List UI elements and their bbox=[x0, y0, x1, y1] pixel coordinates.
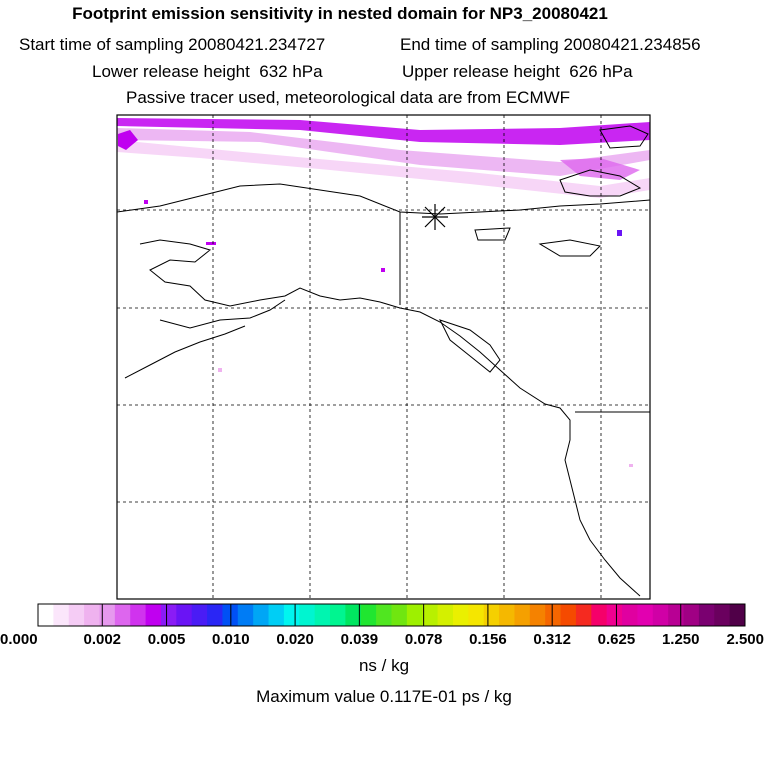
colorbar-swatch bbox=[652, 604, 669, 626]
colorbar-tick-label: 0.000 bbox=[0, 631, 38, 648]
colorbar-swatch bbox=[360, 604, 377, 626]
sensitivity-field bbox=[117, 118, 650, 467]
colorbar-swatch bbox=[391, 604, 408, 626]
colorbar-swatch bbox=[268, 604, 285, 626]
plume-patch-east bbox=[560, 158, 640, 180]
colorbar-swatch bbox=[560, 604, 577, 626]
lower-release-label: Lower release height 632 hPa bbox=[92, 62, 323, 81]
colorbar-swatch bbox=[53, 604, 70, 626]
coastlines bbox=[117, 125, 650, 597]
colorbar-swatch bbox=[545, 604, 562, 626]
plume-spot-b bbox=[381, 268, 385, 272]
colorbar-tick-label: 0.002 bbox=[83, 631, 121, 648]
colorbar-tick-label: 2.500 bbox=[726, 631, 764, 648]
colorbar-frame bbox=[37, 603, 746, 627]
colorbar-swatch bbox=[68, 604, 85, 626]
arctic-coast bbox=[117, 183, 650, 215]
colorbar bbox=[37, 603, 746, 627]
colorbar-swatch bbox=[637, 604, 654, 626]
colorbar-swatch bbox=[575, 604, 592, 626]
colorbar-swatch bbox=[729, 604, 746, 626]
map-frame bbox=[116, 114, 651, 600]
release-stroke-4 bbox=[424, 206, 446, 228]
colorbar-swatch bbox=[299, 604, 316, 626]
colorbar-swatch bbox=[345, 604, 362, 626]
colorbar-swatch bbox=[283, 604, 300, 626]
island-north-a bbox=[559, 169, 642, 197]
graticule bbox=[117, 115, 650, 599]
colorbar-swatch bbox=[191, 604, 208, 626]
colorbar-swatch bbox=[606, 604, 623, 626]
colorbar-swatch bbox=[145, 604, 162, 626]
colorbar-swatch bbox=[698, 604, 715, 626]
colorbar-tick-label: 0.010 bbox=[212, 631, 250, 648]
plume-spot-c bbox=[144, 200, 148, 204]
colorbar-swatch bbox=[499, 604, 515, 626]
release-point-asterisk bbox=[422, 204, 448, 230]
colorbar-swatch bbox=[452, 604, 469, 626]
plume-spot-e bbox=[218, 368, 222, 372]
plume-spot-f bbox=[629, 464, 633, 467]
colorbar-swatch bbox=[176, 604, 193, 626]
coastal-islands bbox=[439, 319, 501, 373]
colorbar-tick-label: 0.156 bbox=[469, 631, 507, 648]
colorbar-swatch bbox=[437, 604, 454, 626]
colorbar-swatch bbox=[668, 604, 685, 626]
upper-release-label: Upper release height 626 hPa bbox=[402, 62, 633, 81]
colorbar-swatch bbox=[237, 604, 254, 626]
plume-patch-west bbox=[118, 130, 138, 150]
colorbar-swatch bbox=[622, 604, 638, 626]
colorbar-swatch bbox=[529, 604, 546, 626]
colorbar-swatch bbox=[114, 604, 131, 626]
colorbar-swatch bbox=[483, 604, 500, 626]
colorbar-swatch bbox=[207, 604, 223, 626]
colorbar-swatch bbox=[422, 604, 439, 626]
peninsula-coast bbox=[159, 299, 286, 329]
end-time-label: End time of sampling 20080421.234856 bbox=[400, 35, 701, 54]
colorbar-swatch bbox=[253, 604, 270, 626]
lake-a bbox=[538, 239, 602, 257]
colorbar-swatch bbox=[314, 604, 331, 626]
plume-band-mid bbox=[117, 128, 650, 176]
colorbar-tick-label: 0.005 bbox=[148, 631, 186, 648]
colorbar-tick-labels: 0.000 0.002 0.005 0.010 0.020 0.039 0.078 0.156… bbox=[0, 631, 764, 648]
colorbar-swatch bbox=[514, 604, 531, 626]
plume-spot-a bbox=[617, 230, 622, 236]
plume-band-north bbox=[117, 118, 650, 145]
unit-label: ns / kg bbox=[358, 656, 410, 675]
plume-spot-d bbox=[206, 242, 216, 245]
start-time-label: Start time of sampling 20080421.234727 bbox=[19, 35, 326, 54]
plot-title: Footprint emission sensitivity in nested… bbox=[72, 4, 608, 23]
colorbar-swatch bbox=[160, 604, 177, 626]
max-value-label: Maximum value 0.117E-01 ps / kg bbox=[256, 687, 512, 706]
colorbar-swatch bbox=[683, 604, 700, 626]
lake-b bbox=[474, 227, 511, 241]
tracer-label: Passive tracer used, meteorological data… bbox=[126, 88, 571, 107]
colorbar-tick-label: 0.039 bbox=[341, 631, 379, 648]
colorbar-swatch bbox=[330, 604, 346, 626]
colorbar-swatch bbox=[376, 604, 392, 626]
colorbar-tick-label: 0.078 bbox=[405, 631, 443, 648]
colorbar-swatch bbox=[468, 604, 485, 626]
colorbar-tick-label: 0.020 bbox=[276, 631, 314, 648]
aleutian-chain bbox=[124, 325, 246, 379]
colorbar-swatch bbox=[406, 604, 423, 626]
plume-band-south bbox=[117, 140, 650, 198]
colorbar-tick-label: 0.312 bbox=[533, 631, 571, 648]
colorbar-swatch bbox=[591, 604, 608, 626]
colorbar-swatch bbox=[99, 604, 116, 626]
pacific-coast bbox=[139, 239, 641, 597]
island-north-b bbox=[599, 125, 649, 149]
colorbar-swatch bbox=[130, 604, 147, 626]
colorbar-swatch bbox=[84, 604, 100, 626]
colorbar-swatch bbox=[38, 604, 54, 626]
colorbar-tick-label: 1.250 bbox=[662, 631, 700, 648]
colorbar-tick-label: 0.625 bbox=[598, 631, 636, 648]
colorbar-swatch bbox=[714, 604, 731, 626]
